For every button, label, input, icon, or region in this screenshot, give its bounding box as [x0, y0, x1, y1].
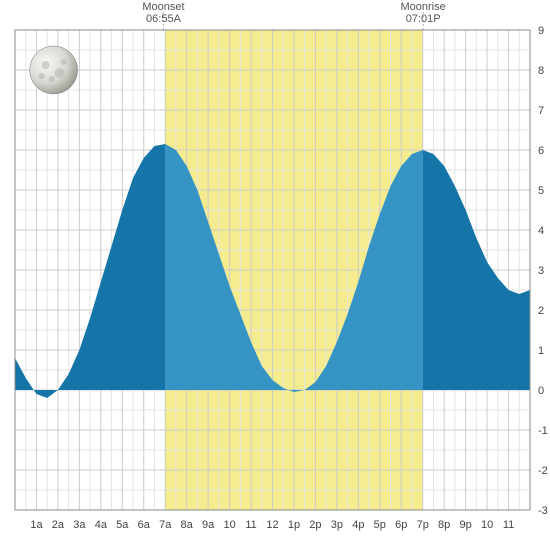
svg-text:11: 11	[245, 519, 256, 531]
svg-text:12: 12	[266, 519, 278, 531]
svg-text:3p: 3p	[331, 519, 343, 531]
svg-text:9a: 9a	[202, 519, 215, 531]
svg-text:4a: 4a	[95, 519, 108, 531]
svg-text:1: 1	[538, 345, 544, 357]
svg-text:6p: 6p	[395, 519, 407, 531]
svg-text:10: 10	[223, 519, 235, 531]
svg-text:5a: 5a	[116, 519, 129, 531]
tide-chart: 1a2a3a4a5a6a7a8a9a1011121p2p3p4p5p6p7p8p…	[0, 0, 550, 550]
svg-text:10: 10	[481, 519, 493, 531]
svg-text:5: 5	[538, 185, 544, 197]
svg-text:2p: 2p	[309, 519, 321, 531]
svg-text:Moonrise: Moonrise	[401, 1, 446, 13]
svg-text:6: 6	[538, 145, 544, 157]
svg-text:8a: 8a	[181, 519, 194, 531]
svg-text:2: 2	[538, 305, 544, 317]
svg-text:6a: 6a	[138, 519, 151, 531]
svg-text:3a: 3a	[73, 519, 86, 531]
svg-text:7p: 7p	[417, 519, 429, 531]
svg-text:7: 7	[538, 105, 544, 117]
svg-text:1a: 1a	[30, 519, 43, 531]
svg-text:8: 8	[538, 65, 544, 77]
svg-text:9: 9	[538, 25, 544, 37]
svg-text:06:55A: 06:55A	[146, 13, 182, 25]
svg-text:2a: 2a	[52, 519, 65, 531]
svg-text:4: 4	[538, 225, 544, 237]
svg-text:1p: 1p	[288, 519, 300, 531]
svg-text:7a: 7a	[159, 519, 172, 531]
moon-icon	[30, 46, 78, 94]
svg-text:07:01P: 07:01P	[406, 13, 441, 25]
svg-text:5p: 5p	[374, 519, 386, 531]
svg-text:4p: 4p	[352, 519, 364, 531]
svg-text:9p: 9p	[460, 519, 472, 531]
svg-text:0: 0	[538, 385, 544, 397]
svg-text:-1: -1	[538, 425, 548, 437]
svg-text:-3: -3	[538, 505, 548, 517]
svg-text:11: 11	[503, 519, 514, 531]
svg-text:8p: 8p	[438, 519, 450, 531]
svg-text:Moonset: Moonset	[142, 1, 184, 13]
svg-text:-2: -2	[538, 465, 548, 477]
svg-text:3: 3	[538, 265, 544, 277]
